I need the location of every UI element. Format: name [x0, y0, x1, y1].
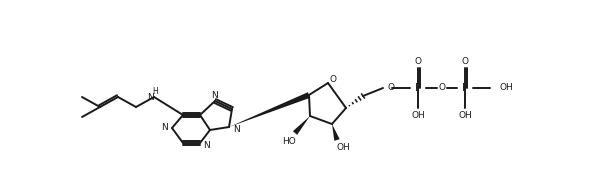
Text: OH: OH: [500, 83, 514, 93]
Text: O: O: [415, 56, 421, 65]
Text: OH: OH: [336, 143, 350, 152]
Text: H: H: [152, 87, 158, 96]
Polygon shape: [332, 124, 340, 141]
Text: O: O: [462, 56, 468, 65]
Text: O: O: [388, 83, 395, 93]
Polygon shape: [293, 116, 310, 135]
Text: N: N: [212, 92, 219, 100]
Text: OH: OH: [458, 112, 472, 121]
Text: O: O: [438, 83, 445, 93]
Text: N: N: [161, 124, 169, 133]
Text: HO: HO: [282, 137, 296, 146]
Text: OH: OH: [411, 112, 425, 121]
Text: N: N: [203, 142, 209, 150]
Text: N: N: [147, 93, 154, 102]
Text: P: P: [415, 83, 421, 93]
Text: N: N: [232, 124, 240, 134]
Text: O: O: [329, 74, 337, 83]
Text: P: P: [462, 83, 468, 93]
Polygon shape: [229, 92, 310, 127]
